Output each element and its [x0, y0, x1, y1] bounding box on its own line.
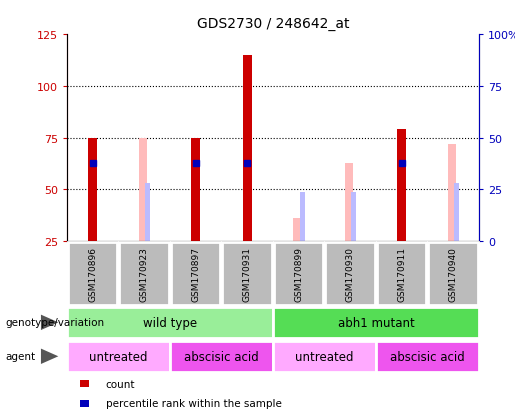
FancyBboxPatch shape: [428, 242, 478, 305]
Bar: [139, 138, 147, 242]
FancyBboxPatch shape: [119, 242, 169, 305]
Bar: [293, 219, 301, 242]
Text: GSM170923: GSM170923: [140, 246, 149, 301]
Bar: [88, 138, 97, 242]
FancyBboxPatch shape: [68, 242, 117, 305]
Text: GSM170897: GSM170897: [191, 246, 200, 301]
FancyBboxPatch shape: [222, 242, 272, 305]
Text: abh1 mutant: abh1 mutant: [337, 316, 415, 329]
FancyBboxPatch shape: [377, 242, 426, 305]
Text: untreated: untreated: [295, 350, 354, 363]
Bar: [397, 130, 406, 242]
Text: count: count: [106, 379, 135, 389]
FancyBboxPatch shape: [274, 242, 323, 305]
FancyBboxPatch shape: [67, 307, 273, 338]
Title: GDS2730 / 248642_at: GDS2730 / 248642_at: [197, 17, 349, 31]
Text: abscisic acid: abscisic acid: [390, 350, 465, 363]
FancyBboxPatch shape: [376, 341, 479, 372]
Text: abscisic acid: abscisic acid: [184, 350, 259, 363]
Text: GSM170899: GSM170899: [294, 246, 303, 301]
Bar: [351, 192, 356, 242]
Polygon shape: [41, 349, 58, 364]
Text: untreated: untreated: [89, 350, 148, 363]
FancyBboxPatch shape: [325, 242, 375, 305]
Bar: [145, 184, 150, 242]
FancyBboxPatch shape: [67, 341, 170, 372]
FancyBboxPatch shape: [170, 341, 273, 372]
FancyBboxPatch shape: [273, 307, 479, 338]
Bar: [448, 145, 456, 242]
Text: GSM170930: GSM170930: [346, 246, 355, 301]
Bar: [454, 184, 459, 242]
Polygon shape: [41, 315, 58, 330]
Bar: [191, 138, 200, 242]
Bar: [300, 192, 305, 242]
Bar: [243, 56, 252, 242]
Text: percentile rank within the sample: percentile rank within the sample: [106, 399, 282, 408]
FancyBboxPatch shape: [273, 341, 376, 372]
Text: genotype/variation: genotype/variation: [5, 318, 104, 328]
Text: agent: agent: [5, 351, 35, 361]
Text: GSM170911: GSM170911: [397, 246, 406, 301]
Text: GSM170896: GSM170896: [88, 246, 97, 301]
Text: GSM170940: GSM170940: [449, 246, 458, 301]
FancyBboxPatch shape: [171, 242, 220, 305]
Text: GSM170931: GSM170931: [243, 246, 252, 301]
Bar: [345, 163, 353, 242]
Text: wild type: wild type: [143, 316, 197, 329]
